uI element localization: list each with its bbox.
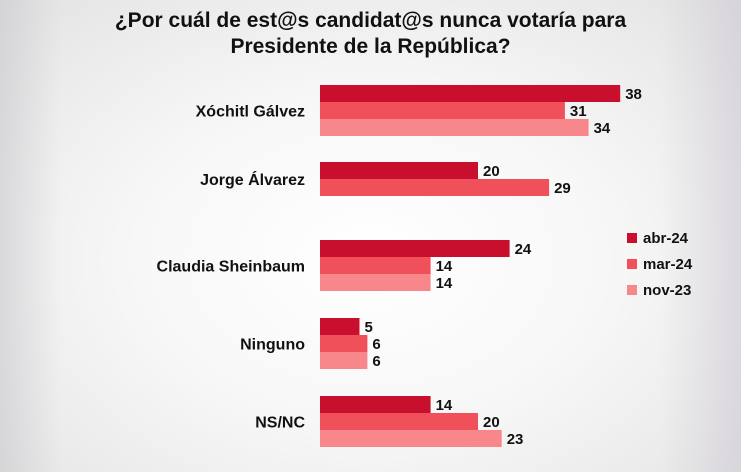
- bar-abr-24: [320, 318, 360, 335]
- background-edge-left: [0, 0, 60, 472]
- data-label: 14: [436, 258, 453, 275]
- bar-abr-24: [320, 240, 510, 257]
- data-label: 5: [365, 319, 373, 336]
- bar-mar-24: [320, 257, 431, 274]
- data-label: 20: [483, 163, 500, 180]
- category-label: Claudia Sheinbaum: [157, 259, 305, 276]
- legend-swatch-nov-23: [627, 285, 637, 295]
- data-label: 14: [436, 275, 453, 292]
- category-label: NS/NC: [255, 415, 305, 432]
- data-label: 24: [515, 241, 532, 258]
- bar-abr-24: [320, 396, 431, 413]
- category-label: Xóchitl Gálvez: [196, 104, 305, 121]
- legend-label: mar-24: [643, 256, 693, 273]
- bar-nov-23: [320, 274, 431, 291]
- bar-mar-24: [320, 335, 368, 352]
- bar-mar-24: [320, 413, 478, 430]
- data-label: 20: [483, 414, 500, 431]
- bar-mar-24: [320, 179, 550, 196]
- data-label: 31: [570, 103, 587, 120]
- data-label: 38: [625, 86, 642, 103]
- chart-title: ¿Por cuál de est@s candidat@s nunca vota…: [0, 8, 741, 60]
- chart-title-line-1: ¿Por cuál de est@s candidat@s nunca vota…: [114, 9, 627, 32]
- legend-label: nov-23: [643, 282, 691, 299]
- legend-label: abr-24: [643, 230, 689, 247]
- category-label: Jorge Álvarez: [200, 170, 305, 189]
- legend-swatch-abr-24: [627, 233, 637, 243]
- bar-abr-24: [320, 162, 478, 179]
- legend-swatch-mar-24: [627, 259, 637, 269]
- bar-nov-23: [320, 430, 502, 447]
- data-label: 6: [372, 336, 380, 353]
- category-label: Ninguno: [240, 337, 305, 354]
- bar-nov-23: [320, 352, 368, 369]
- bar-mar-24: [320, 102, 565, 119]
- data-label: 6: [372, 353, 380, 370]
- background-edge-right: [661, 0, 741, 472]
- data-label: 14: [436, 397, 453, 414]
- chart-title-line-2: Presidente de la República?: [230, 35, 511, 58]
- bar-abr-24: [320, 85, 621, 102]
- data-label: 29: [554, 180, 571, 197]
- data-label: 23: [507, 431, 524, 448]
- data-label: 34: [594, 120, 611, 137]
- bar-nov-23: [320, 119, 589, 136]
